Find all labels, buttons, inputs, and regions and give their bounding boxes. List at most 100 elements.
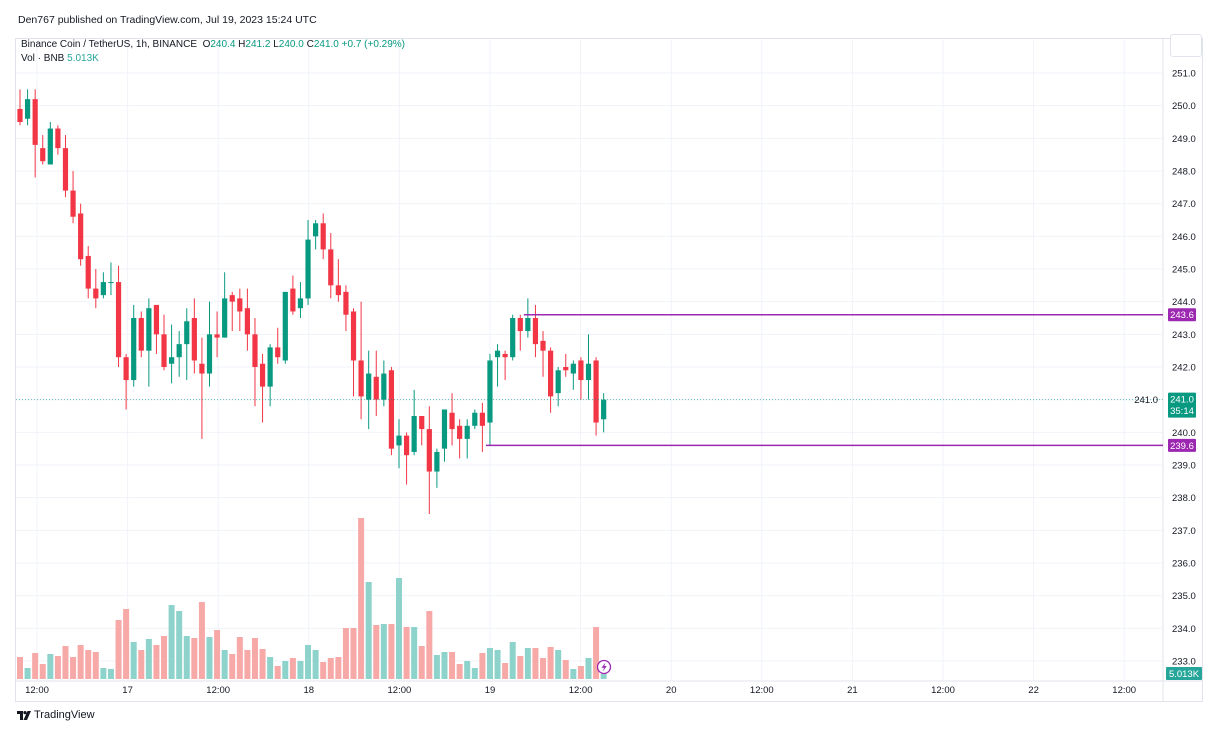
volume-bar bbox=[244, 650, 251, 679]
volume-bar bbox=[411, 627, 418, 679]
volume-bar bbox=[47, 654, 54, 679]
volume-bar bbox=[433, 655, 440, 679]
low-value: 240.0 bbox=[278, 39, 304, 50]
volume-bar bbox=[236, 637, 243, 679]
candle-body bbox=[335, 285, 341, 296]
time-tick-label: 20 bbox=[666, 685, 677, 696]
volume-bar bbox=[107, 669, 114, 679]
price-tick-label: 242.0 bbox=[1172, 363, 1196, 374]
candle-body bbox=[78, 213, 84, 260]
close-value: 241.0 bbox=[313, 39, 339, 50]
time-tick-label: 18 bbox=[304, 685, 315, 696]
price-tick-label: 240.0 bbox=[1172, 428, 1196, 439]
high-value: 241.2 bbox=[245, 39, 271, 50]
level-price-badge bbox=[1168, 438, 1196, 452]
volume-bar bbox=[145, 639, 152, 679]
candle-body bbox=[206, 334, 213, 374]
candle-body bbox=[176, 344, 182, 358]
price-axis: 251.0 250.0 249.0 248.0 247.0 246.0 245.0 244.0… bbox=[1134, 69, 1196, 668]
volume-bar bbox=[486, 648, 493, 679]
volume-bar bbox=[214, 630, 221, 679]
volume-bar bbox=[577, 666, 584, 679]
candle-body bbox=[532, 318, 539, 345]
volume-bar bbox=[115, 620, 122, 679]
volume-bar bbox=[555, 650, 562, 679]
volume-bar bbox=[547, 647, 554, 679]
last-price-label: 241.0 bbox=[1170, 395, 1194, 406]
candle-body bbox=[593, 360, 599, 423]
candle-body bbox=[153, 304, 160, 335]
time-tick-label: 22 bbox=[1028, 685, 1039, 696]
volume-bar bbox=[320, 662, 327, 679]
volume-bar bbox=[509, 642, 516, 679]
candle-body bbox=[540, 340, 546, 351]
time-tick-label: 12:00 bbox=[1112, 685, 1136, 696]
chart-legend: Binance Coin / TetherUS, 1h, BINANCE O 24… bbox=[21, 38, 405, 66]
volume-badge bbox=[1166, 667, 1202, 680]
symbol-row: Binance Coin / TetherUS, 1h, BINANCE O 24… bbox=[21, 38, 405, 52]
candle-body bbox=[343, 291, 349, 315]
candle-body bbox=[169, 357, 175, 364]
level-price-label: 243.6 bbox=[1170, 310, 1194, 321]
candle-body bbox=[85, 255, 91, 289]
candle-body bbox=[494, 350, 501, 358]
volume-bar bbox=[570, 669, 577, 679]
volume-bar bbox=[373, 625, 380, 679]
volume-bar bbox=[32, 653, 39, 679]
candle-body bbox=[403, 435, 410, 456]
open-label: O bbox=[202, 39, 211, 50]
volume-bar bbox=[229, 654, 236, 679]
level-price-label: 239.6 bbox=[1170, 441, 1194, 452]
candle-body bbox=[525, 318, 531, 332]
volume-bar bbox=[92, 652, 99, 679]
candle-body bbox=[24, 99, 31, 119]
price-tick-label: 248.0 bbox=[1172, 167, 1196, 178]
settings-button[interactable] bbox=[1170, 34, 1202, 57]
candle-body bbox=[47, 128, 53, 165]
candle-body bbox=[259, 363, 266, 387]
price-tick-label: 250.0 bbox=[1172, 101, 1196, 112]
volume-bar bbox=[464, 661, 471, 679]
volume-bar bbox=[562, 660, 569, 679]
price-tick-label: 241.0 bbox=[1134, 395, 1158, 406]
high-label: H bbox=[238, 39, 246, 50]
volume-bar bbox=[85, 650, 92, 679]
lightning-icon[interactable] bbox=[596, 659, 612, 675]
candle-body bbox=[555, 370, 561, 394]
candle-body bbox=[93, 288, 99, 299]
close-label: C bbox=[306, 39, 314, 50]
time-tick-label: 17 bbox=[122, 685, 133, 696]
volume-bar bbox=[593, 627, 600, 679]
volume-bar bbox=[380, 624, 387, 679]
candle-body bbox=[328, 249, 334, 286]
candle-body bbox=[267, 347, 273, 387]
volume-row: Vol · BNB 5.013K bbox=[21, 52, 405, 66]
volume-bar bbox=[305, 645, 312, 679]
volume-bar bbox=[221, 650, 228, 679]
tradingview-logo[interactable]: TradingView bbox=[17, 709, 95, 721]
volume-bar bbox=[100, 668, 107, 679]
volume-bar bbox=[70, 657, 77, 679]
volume-bar bbox=[524, 648, 531, 679]
volume-bar bbox=[396, 578, 402, 679]
time-tick-label: 12:00 bbox=[569, 685, 593, 696]
volume-badge-label: 5.013K bbox=[1169, 669, 1200, 680]
candle-body bbox=[100, 282, 106, 296]
volume-bars bbox=[17, 518, 607, 679]
candle-body bbox=[601, 399, 607, 420]
volume-bar bbox=[62, 646, 69, 679]
volume-bar bbox=[282, 661, 289, 679]
candle-body bbox=[214, 334, 220, 338]
volume-bar bbox=[138, 650, 145, 679]
symbol-title[interactable]: Binance Coin / TetherUS, 1h, BINANCE bbox=[21, 39, 198, 50]
price-tick-label: 249.0 bbox=[1172, 134, 1196, 145]
price-tick-label: 235.0 bbox=[1172, 591, 1196, 602]
price-tick-label: 238.0 bbox=[1172, 493, 1196, 504]
volume-label[interactable]: Vol · BNB bbox=[21, 53, 65, 64]
candle-body bbox=[457, 425, 463, 439]
candle-body bbox=[146, 308, 152, 351]
volume-value: 5.013K bbox=[67, 53, 99, 64]
price-tick-label: 245.0 bbox=[1172, 265, 1196, 276]
